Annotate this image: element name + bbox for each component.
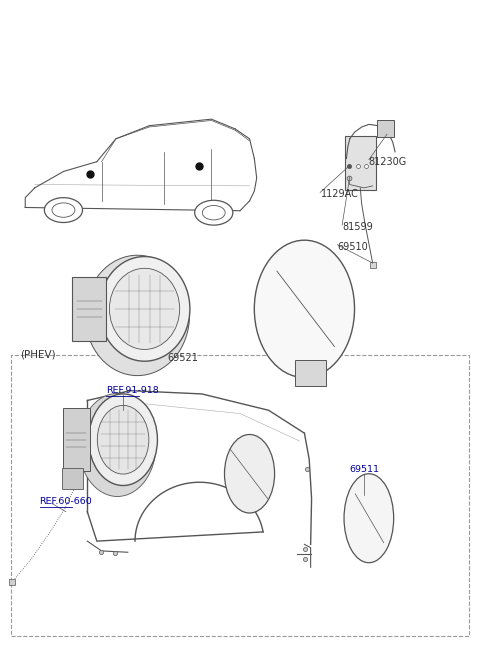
Ellipse shape <box>52 203 75 217</box>
Ellipse shape <box>99 256 190 361</box>
FancyBboxPatch shape <box>61 468 83 489</box>
Text: 69511: 69511 <box>349 464 379 474</box>
FancyBboxPatch shape <box>72 277 107 341</box>
FancyBboxPatch shape <box>296 361 326 386</box>
Ellipse shape <box>89 394 157 486</box>
FancyBboxPatch shape <box>63 408 90 472</box>
Ellipse shape <box>195 200 233 225</box>
Ellipse shape <box>344 474 394 562</box>
Text: (PHEV): (PHEV) <box>21 350 56 360</box>
Text: 81599: 81599 <box>343 222 373 232</box>
Text: 69521: 69521 <box>168 353 198 363</box>
Text: REF.60-660: REF.60-660 <box>39 497 92 507</box>
Ellipse shape <box>44 198 83 223</box>
Text: 81230G: 81230G <box>369 156 407 167</box>
Ellipse shape <box>79 394 156 497</box>
Ellipse shape <box>85 255 190 376</box>
Ellipse shape <box>254 240 355 378</box>
Ellipse shape <box>202 206 225 220</box>
Ellipse shape <box>97 405 149 474</box>
Ellipse shape <box>225 434 275 513</box>
Text: REF.91-918: REF.91-918 <box>107 386 159 395</box>
Ellipse shape <box>109 268 180 350</box>
Text: 1129AC: 1129AC <box>321 189 359 199</box>
FancyBboxPatch shape <box>377 120 394 137</box>
Bar <box>11 355 469 636</box>
FancyBboxPatch shape <box>346 136 375 191</box>
Text: 69510: 69510 <box>338 242 369 252</box>
